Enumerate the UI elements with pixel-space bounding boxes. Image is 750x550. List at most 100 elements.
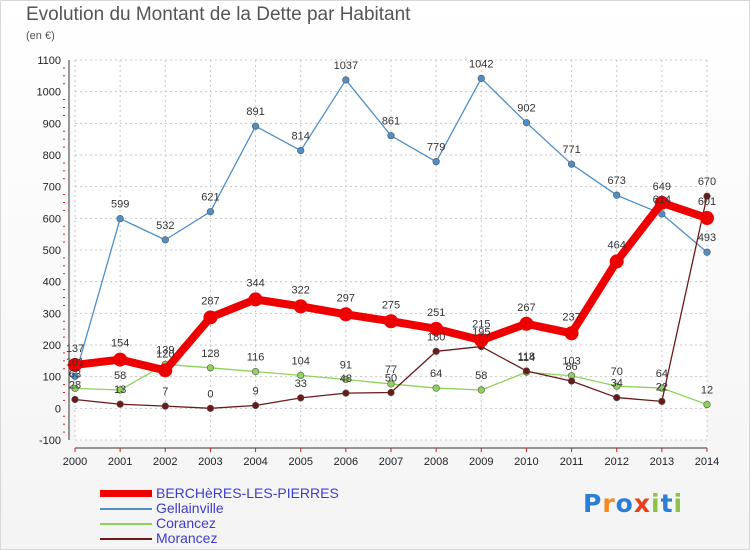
data-point[interactable]: [703, 400, 711, 409]
data-point[interactable]: [293, 299, 308, 314]
data-point[interactable]: [116, 215, 124, 223]
data-point[interactable]: [248, 292, 263, 307]
logo-letter: r: [602, 489, 616, 518]
data-point[interactable]: [519, 316, 534, 331]
data-point[interactable]: [297, 371, 305, 380]
data-point[interactable]: [116, 400, 124, 408]
data-point[interactable]: [206, 208, 215, 216]
legend-swatch-corancez: [100, 523, 152, 525]
data-point[interactable]: [342, 375, 350, 384]
legend-label-berchere: BERCHèRES-LES-PIERRES: [156, 485, 339, 501]
data-point[interactable]: [703, 248, 711, 256]
data-label: 1042: [469, 58, 493, 70]
data-label: 493: [698, 232, 716, 244]
data-point[interactable]: [387, 380, 395, 388]
data-label: 771: [562, 144, 580, 156]
y-tick-label: 900: [43, 118, 61, 130]
data-point[interactable]: [384, 314, 398, 329]
data-label: 779: [427, 142, 445, 154]
data-label: 64: [656, 368, 668, 380]
x-tick-label: 2009: [469, 456, 493, 468]
data-label: 33: [295, 378, 307, 390]
data-point[interactable]: [251, 368, 260, 376]
data-point[interactable]: [251, 122, 260, 130]
data-point[interactable]: [342, 76, 350, 84]
data-point[interactable]: [609, 254, 624, 269]
data-point[interactable]: [113, 352, 128, 367]
data-point[interactable]: [522, 119, 531, 127]
data-point[interactable]: [116, 386, 124, 394]
y-tick-label: 1100: [37, 55, 61, 67]
data-point[interactable]: [477, 74, 485, 82]
data-point[interactable]: [251, 401, 260, 410]
data-point[interactable]: [71, 395, 79, 404]
data-point[interactable]: [658, 210, 666, 218]
data-point[interactable]: [613, 191, 621, 199]
data-label: 344: [246, 277, 264, 289]
x-tick-label: 2006: [334, 456, 358, 468]
data-point[interactable]: [68, 357, 82, 372]
data-point[interactable]: [429, 321, 444, 336]
data-point[interactable]: [432, 347, 440, 355]
data-point[interactable]: [567, 160, 576, 168]
x-tick-label: 2007: [379, 456, 403, 468]
data-label: 601: [698, 196, 716, 208]
data-point[interactable]: [564, 326, 579, 341]
data-point[interactable]: [158, 363, 173, 378]
proxiti-logo: Proxiti: [583, 489, 683, 518]
data-label: 34: [611, 378, 623, 390]
data-point[interactable]: [161, 236, 169, 244]
data-label: 58: [475, 370, 487, 382]
data-point[interactable]: [342, 389, 350, 397]
data-point[interactable]: [206, 364, 215, 372]
y-tick-label: 700: [43, 182, 61, 194]
legend-item-corancez[interactable]: Corancez: [100, 516, 360, 531]
data-point[interactable]: [71, 372, 79, 380]
data-point[interactable]: [297, 394, 305, 402]
data-label: 22: [656, 381, 668, 393]
data-point[interactable]: [206, 404, 215, 412]
logo-letter: t: [660, 489, 674, 518]
data-point[interactable]: [654, 195, 669, 210]
data-label: 86: [565, 361, 577, 373]
data-point[interactable]: [387, 132, 395, 140]
data-point[interactable]: [338, 307, 353, 322]
data-label: 13: [114, 384, 126, 396]
data-label: 9: [253, 385, 259, 397]
data-point[interactable]: [297, 146, 305, 155]
data-point[interactable]: [522, 367, 531, 375]
data-point[interactable]: [658, 397, 666, 405]
data-point[interactable]: [203, 310, 218, 325]
data-point[interactable]: [477, 386, 485, 394]
data-point[interactable]: [703, 192, 711, 200]
data-label: 673: [608, 175, 626, 187]
data-label: 621: [201, 192, 219, 204]
data-label: 116: [247, 352, 265, 364]
data-point[interactable]: [387, 388, 395, 397]
data-label: 101: [66, 356, 84, 368]
logo-letter: i: [651, 489, 661, 518]
data-point[interactable]: [567, 377, 576, 385]
data-label: 118: [518, 351, 536, 363]
data-label: 275: [382, 299, 400, 311]
x-tick-label: 2008: [424, 456, 448, 468]
legend-item-berchere[interactable]: BERCHèRES-LES-PIERRES: [100, 485, 360, 501]
data-point[interactable]: [613, 393, 621, 402]
data-point[interactable]: [613, 382, 621, 390]
logo-letter: i: [673, 489, 684, 518]
x-tick-label: 2010: [514, 456, 538, 468]
y-tick-label: 800: [43, 150, 61, 162]
data-point[interactable]: [432, 158, 440, 166]
data-label: 128: [201, 348, 219, 360]
data-point[interactable]: [432, 384, 440, 392]
data-point[interactable]: [161, 402, 169, 410]
data-label: 251: [427, 307, 445, 319]
data-point[interactable]: [700, 211, 714, 226]
data-point[interactable]: [474, 333, 489, 348]
legend-item-morancez[interactable]: Morancez: [100, 531, 360, 546]
data-label: 195: [472, 327, 490, 339]
y-tick-label: 500: [43, 245, 61, 257]
legend-item-gellainville[interactable]: Gellainville: [100, 501, 360, 516]
data-point[interactable]: [71, 384, 79, 392]
data-label: 77: [385, 364, 397, 376]
